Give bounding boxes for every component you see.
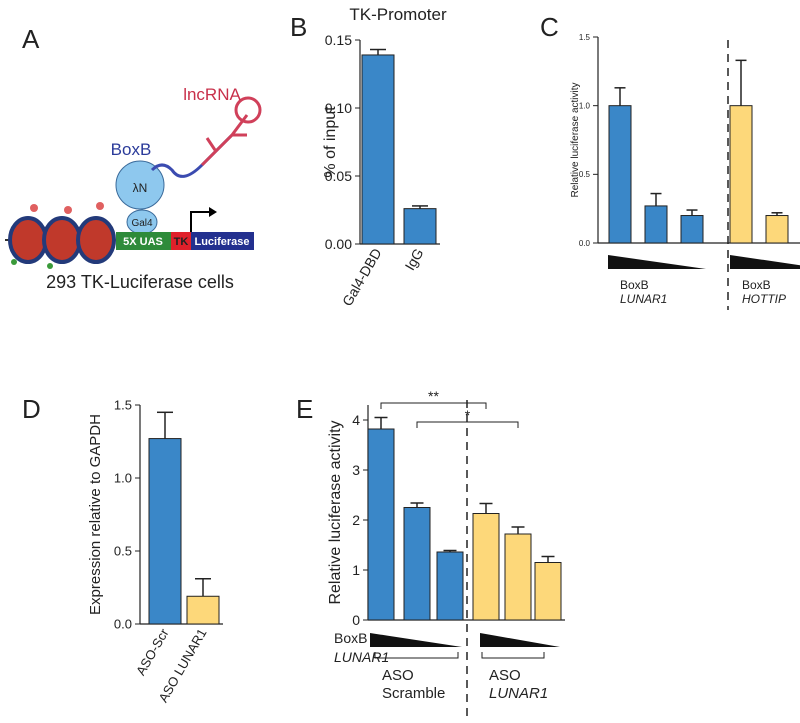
y-axis-label: Expression relative to GAPDH bbox=[87, 414, 104, 615]
y-tick-label: 1.0 bbox=[579, 101, 591, 110]
significance-label: * bbox=[465, 407, 471, 423]
gradient-triangle bbox=[730, 255, 800, 269]
group-bracket bbox=[374, 652, 459, 659]
boxb-label: BoxB bbox=[111, 140, 152, 159]
panel-a: A Gal4 λN BoxB lncRNA 5X UAS TK Lucifera… bbox=[5, 24, 262, 292]
group-label: Scramble bbox=[382, 685, 445, 702]
bar bbox=[186, 595, 220, 625]
bar bbox=[148, 438, 182, 625]
uas-label: 5X UAS bbox=[123, 236, 163, 248]
group-label: LUNAR1 bbox=[489, 685, 548, 702]
y-tick-label: 4 bbox=[352, 412, 360, 428]
uas-box bbox=[116, 232, 171, 250]
tk-box bbox=[171, 232, 191, 250]
y-tick-label: 0.5 bbox=[114, 544, 132, 559]
panel-letter: A bbox=[22, 24, 40, 54]
panel-letter: D bbox=[22, 394, 41, 424]
bar bbox=[765, 215, 789, 244]
bar bbox=[534, 562, 562, 621]
chart-title: TK-Promoter bbox=[349, 5, 447, 24]
y-axis-label: Relative luciferase activity bbox=[327, 420, 344, 604]
y-tick-label: 1.0 bbox=[114, 471, 132, 486]
luciferase-box bbox=[191, 232, 254, 250]
group-label: BoxB bbox=[620, 278, 649, 292]
y-tick-label: 0.0 bbox=[579, 239, 591, 248]
lncrna-label: lncRNA bbox=[183, 85, 241, 104]
lncrna-loop bbox=[234, 96, 262, 124]
bar bbox=[729, 105, 753, 244]
y-tick-label: 0.05 bbox=[325, 168, 352, 184]
gradient-triangle bbox=[480, 633, 560, 647]
row-label: LUNAR1 bbox=[334, 649, 389, 665]
x-tick-label: IgG bbox=[401, 246, 426, 274]
lambda-shape bbox=[115, 160, 165, 210]
bar bbox=[367, 428, 395, 621]
tss-arrow bbox=[190, 211, 211, 232]
gradient-triangle bbox=[370, 633, 462, 647]
y-tick-label: 1 bbox=[352, 562, 360, 578]
bar bbox=[608, 105, 632, 244]
bar bbox=[680, 215, 704, 244]
bar bbox=[472, 513, 500, 621]
lncrna-shape bbox=[200, 114, 249, 167]
y-tick-label: 0 bbox=[352, 612, 360, 628]
panel-letter: E bbox=[296, 394, 313, 424]
bar bbox=[436, 551, 464, 621]
charts: B TK-Promoter% of input0.000.050.100.15Ga… bbox=[22, 5, 800, 718]
tss-arrowhead bbox=[209, 207, 217, 217]
y-tick-label: 0.10 bbox=[325, 100, 352, 116]
lambda-label: λN bbox=[133, 181, 148, 195]
boxb-rna bbox=[150, 133, 234, 178]
bar bbox=[361, 54, 395, 245]
luciferase-label: Luciferase bbox=[194, 236, 249, 248]
tk-label: TK bbox=[174, 236, 189, 248]
bar bbox=[504, 533, 532, 621]
group-label: ASO bbox=[382, 667, 414, 684]
panel-letter: C bbox=[540, 12, 559, 42]
bar bbox=[403, 507, 431, 621]
group-label: BoxB bbox=[742, 278, 771, 292]
gal4-label: Gal4 bbox=[131, 218, 153, 229]
group-bracket bbox=[481, 652, 545, 659]
y-axis-label: Relative luciferase activity bbox=[570, 82, 581, 197]
x-tick-label: Gal4-DBD bbox=[339, 246, 385, 309]
y-tick-label: 0.5 bbox=[579, 170, 591, 179]
group-label: LUNAR1 bbox=[620, 292, 667, 306]
y-tick-label: 3 bbox=[352, 462, 360, 478]
significance-bracket bbox=[416, 421, 519, 428]
bar bbox=[403, 208, 437, 245]
y-tick-label: 1.5 bbox=[114, 398, 132, 413]
y-tick-label: 0.15 bbox=[325, 32, 352, 48]
gradient-triangle bbox=[608, 255, 706, 269]
y-tick-label: 1.5 bbox=[579, 33, 591, 42]
significance-bracket bbox=[380, 402, 487, 409]
nucleosomes bbox=[8, 202, 116, 269]
x-tick-label: ASO-Scr bbox=[133, 625, 172, 677]
caption: 293 TK-Luciferase cells bbox=[46, 272, 234, 292]
y-tick-label: 0.0 bbox=[114, 617, 132, 632]
bar bbox=[644, 205, 668, 244]
row-label: BoxB bbox=[334, 630, 367, 646]
significance-label: ** bbox=[428, 388, 439, 404]
group-label: HOTTIP bbox=[742, 292, 786, 306]
panel-letter: B bbox=[290, 12, 307, 42]
y-tick-label: 2 bbox=[352, 512, 360, 528]
group-label: ASO bbox=[489, 667, 521, 684]
y-axis-label: % of input bbox=[322, 106, 339, 178]
y-tick-label: 0.00 bbox=[325, 236, 352, 252]
